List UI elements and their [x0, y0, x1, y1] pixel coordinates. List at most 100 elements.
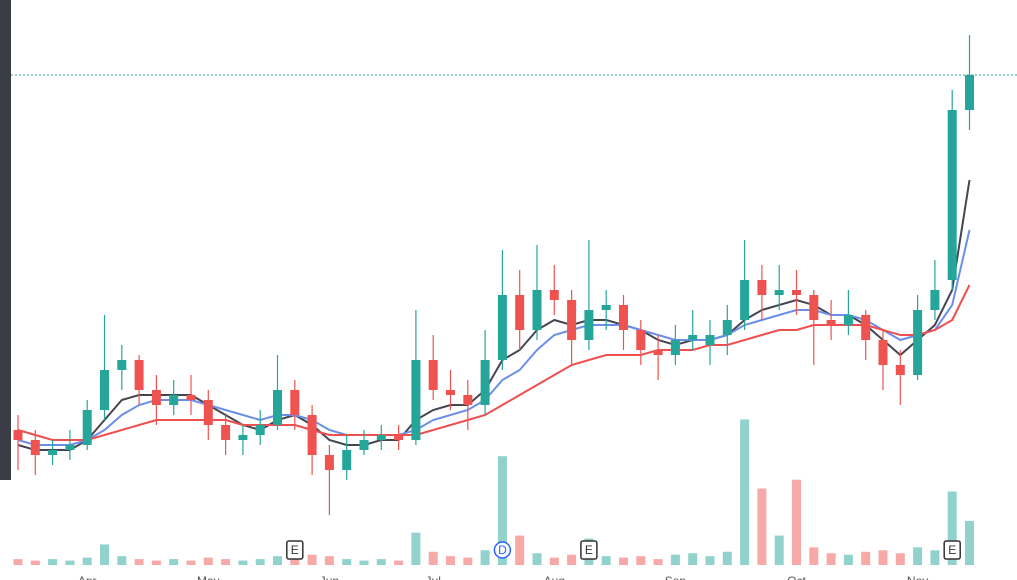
event-badge	[493, 541, 512, 559]
candle-body	[619, 305, 628, 330]
candle-body	[653, 350, 663, 355]
event-badge	[286, 540, 304, 560]
event-badge	[943, 540, 961, 560]
volume-bar	[895, 553, 905, 565]
volume-bar	[307, 554, 317, 565]
volume-bar	[255, 559, 265, 565]
candle-body	[757, 280, 767, 295]
candle-body	[65, 445, 75, 450]
candle-body	[636, 330, 646, 350]
candle-body	[722, 320, 732, 335]
candle-body	[82, 410, 92, 445]
volume-bar	[151, 560, 161, 565]
volume-bar	[740, 419, 750, 565]
event-marker: E	[286, 540, 304, 560]
volume-bar	[273, 556, 282, 565]
volume-bar	[670, 554, 680, 565]
volume-bar	[65, 560, 75, 565]
candle-body	[601, 305, 611, 310]
volume-bar	[843, 554, 853, 565]
candle-body	[843, 315, 853, 325]
candle-body	[290, 390, 300, 415]
candle-body	[151, 390, 161, 405]
candle-body	[394, 435, 404, 440]
volume-bar	[480, 550, 490, 565]
candle-body	[705, 335, 715, 345]
volume-bar	[688, 553, 698, 565]
volume-bar	[117, 556, 127, 565]
volume-bar	[965, 520, 974, 565]
volume-bar	[359, 560, 369, 565]
volume-bar	[567, 554, 577, 565]
volume-bar	[186, 560, 196, 565]
volume-bar	[394, 560, 404, 565]
candle-body	[203, 400, 213, 425]
volume-bar	[238, 560, 248, 565]
event-badge	[580, 540, 598, 560]
x-tick-label: Nov	[907, 574, 928, 580]
volume-bar	[411, 532, 421, 565]
volume-bar	[826, 553, 836, 565]
volume-bar	[792, 479, 801, 565]
volume-bar	[878, 550, 888, 565]
volume-bar	[446, 556, 455, 565]
volume-bar	[203, 557, 213, 565]
candle-body	[792, 290, 801, 295]
volume-bar	[13, 559, 23, 565]
event-marker: E	[580, 540, 598, 560]
volume-bar	[722, 551, 732, 565]
volume-bar	[861, 551, 871, 565]
volume-bar	[809, 547, 819, 565]
candle-body	[584, 310, 594, 340]
candle-body	[895, 365, 905, 375]
event-marker: D	[493, 541, 512, 559]
volume-bar	[134, 559, 144, 565]
candle-body	[48, 450, 58, 455]
volume-bar	[601, 556, 611, 565]
event-label: E	[948, 543, 956, 557]
candle-body	[342, 450, 352, 470]
volume-bar	[930, 550, 940, 565]
candle-body	[376, 435, 386, 440]
volume-bar	[463, 557, 473, 565]
volume-bar	[757, 488, 767, 565]
candle-body	[186, 395, 196, 400]
volume-bar	[947, 491, 957, 565]
candle-body	[30, 440, 40, 455]
candle-body	[913, 310, 923, 375]
volume-bar	[515, 535, 525, 565]
candle-body	[134, 360, 144, 390]
candle-body	[567, 300, 577, 340]
volume-bar	[48, 559, 58, 565]
candle-body	[515, 295, 525, 330]
candle-body	[100, 370, 109, 410]
candle-body	[307, 415, 317, 455]
candle-body	[463, 395, 473, 405]
candle-body	[688, 335, 698, 340]
candle-body	[532, 290, 542, 330]
candle-body	[169, 395, 179, 405]
candle-body	[428, 360, 438, 390]
x-tick-label: Jul	[426, 574, 441, 580]
candle-body	[13, 430, 23, 440]
x-tick-label: Sep	[665, 574, 687, 580]
event-label: E	[291, 543, 299, 557]
candle-body	[861, 315, 871, 340]
volume-bar	[290, 557, 300, 565]
candle-body	[497, 295, 507, 360]
event-label: D	[498, 543, 507, 557]
volume-bar	[636, 556, 646, 565]
side-panel-edge	[0, 0, 11, 480]
volume-bar	[221, 559, 231, 565]
volume-bar	[428, 551, 438, 565]
candle-body	[221, 425, 231, 440]
volume-bar	[705, 556, 715, 565]
moving-average-line	[17, 229, 971, 446]
volume-bar	[549, 557, 559, 565]
candle-body	[878, 340, 888, 365]
candle-body	[670, 340, 680, 355]
volume-bar	[532, 553, 542, 565]
volume-bar	[100, 544, 109, 565]
candle-body	[740, 280, 750, 320]
